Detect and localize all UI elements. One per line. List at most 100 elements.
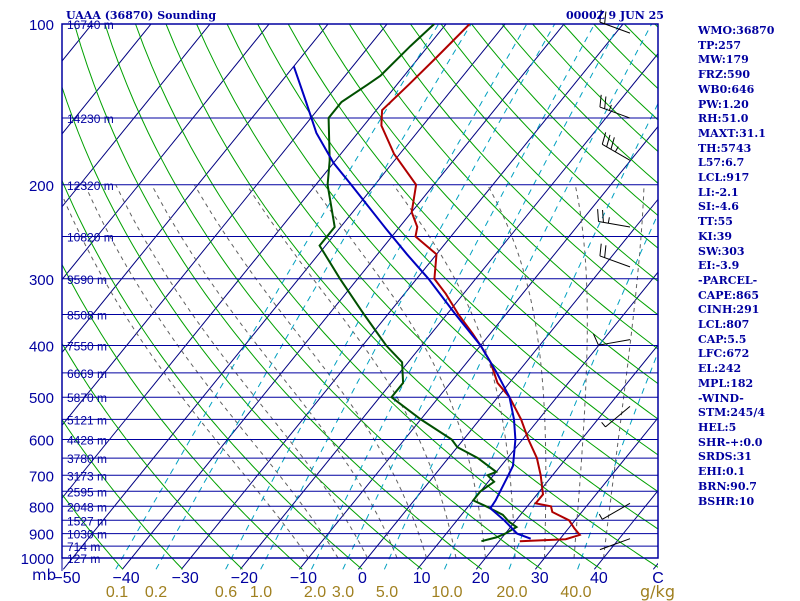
temperature-tick-label: −30: [172, 570, 199, 587]
index-line: SI:-4.6: [698, 200, 798, 215]
pressure-label: 400: [29, 339, 54, 356]
pressure-label: 200: [29, 178, 54, 195]
index-line: SRDS:31: [698, 450, 798, 465]
height-label: 10820 m: [67, 230, 114, 244]
height-label: 14230 m: [67, 112, 114, 126]
index-line: LFC:672: [698, 347, 798, 362]
height-label: 2048 m: [67, 500, 107, 514]
plot-frame: [62, 24, 658, 558]
barb-flag: [598, 209, 599, 221]
station-title: UAAA (36870) Sounding: [66, 9, 216, 22]
height-label: 7550 m: [67, 340, 107, 354]
isotherm: [0, 12, 43, 569]
pressure-label: 300: [29, 272, 54, 289]
height-label: 2595 m: [67, 485, 107, 499]
height-label: 6669 m: [67, 367, 107, 381]
pressure-label: 700: [29, 468, 54, 485]
mixing-ratio-tick-label: 0.2: [145, 584, 167, 600]
index-line: FRZ:590: [698, 68, 798, 83]
index-line: PW:1.20: [698, 98, 798, 113]
index-line: EHI:0.1: [698, 465, 798, 480]
temperature-tick-label: 0: [358, 570, 367, 587]
mixing-ratio-tick-label: 40.0: [560, 584, 591, 600]
mixing-ratio-line: [311, 24, 594, 569]
pressure-label: 100: [29, 17, 54, 34]
mixing-ratio-line: [445, 24, 699, 569]
height-label: 4428 m: [67, 434, 107, 448]
height-label: 3173 m: [67, 469, 107, 483]
mixing-ratio-tick-label: 0.6: [215, 584, 237, 600]
height-label: 9590 m: [67, 273, 107, 287]
barb-half-flag: [608, 217, 609, 223]
mixing-ratio-tick-label: 20.0: [496, 584, 527, 600]
moist-adiabat: [247, 185, 456, 558]
temperature-tick-label: 40: [590, 570, 608, 587]
isobars: [62, 24, 658, 571]
index-line: EL:242: [698, 362, 798, 377]
mixing-ratio-tick-label: 10.0: [431, 584, 462, 600]
dry-adiabat: [0, 24, 302, 569]
barb-half-flag: [602, 422, 606, 427]
index-line: LCL:917: [698, 171, 798, 186]
barb-flag: [600, 244, 601, 256]
index-line: WB0:646: [698, 83, 798, 98]
sounding-time: 0000Z 9 JUN 25: [566, 9, 664, 22]
moist-adiabat: [194, 185, 426, 558]
index-line: CAP:5.5: [698, 333, 798, 348]
mixing-ratio-unit-label: g/kg: [640, 582, 675, 601]
dewpoint-trace: [320, 24, 517, 541]
index-line: BRN:90.7: [698, 480, 798, 495]
index-line: LI:-2.1: [698, 186, 798, 201]
pressure-label: 900: [29, 527, 54, 544]
barb-half-flag: [615, 147, 618, 152]
index-line: SHR-+:0.0: [698, 436, 798, 451]
mixing-ratio-tick-label: 3.0: [332, 584, 354, 600]
height-label: 127 m: [67, 552, 100, 566]
height-label: 5870 m: [67, 391, 107, 405]
index-line: TT:55: [698, 215, 798, 230]
height-label: 8508 m: [67, 309, 107, 323]
index-line: WMO:36870: [698, 24, 798, 39]
barb-flag: [603, 210, 604, 222]
index-line: SW:303: [698, 245, 798, 260]
isotherm: [299, 12, 750, 569]
dry-adiabat: [166, 24, 661, 569]
height-label: 12320 m: [67, 179, 114, 193]
barb-flag: [605, 245, 606, 257]
barb-staff: [602, 503, 630, 519]
mixing-ratio-tick-label: 5.0: [376, 584, 398, 600]
dry-adiabat: [0, 24, 243, 569]
pressure-unit-label: mb: [32, 566, 56, 584]
index-line: EI:-3.9: [698, 259, 798, 274]
pressure-label: 500: [29, 390, 54, 407]
barb-flag: [605, 96, 606, 108]
wind-barb: [593, 334, 630, 345]
index-line: RH:51.0: [698, 112, 798, 127]
pressure-label: 600: [29, 433, 54, 450]
height-label: 3780 m: [67, 452, 107, 466]
mixing-ratio-tick-label: 2.0: [304, 584, 326, 600]
temperature-tick-label: −50: [53, 570, 80, 587]
height-label: 5121 m: [67, 413, 107, 427]
wind-barb: [599, 503, 630, 519]
index-line: HEL:5: [698, 421, 798, 436]
index-line: TP:257: [698, 39, 798, 54]
index-line: MAXT:31.1: [698, 127, 798, 142]
pressure-label: 800: [29, 499, 54, 516]
index-line: BSHR:10: [698, 495, 798, 510]
index-line: -WIND-: [698, 392, 798, 407]
index-line: MPL:182: [698, 377, 798, 392]
height-label: 1527 m: [67, 514, 107, 528]
wind-barb: [600, 539, 630, 550]
mixing-ratio-tick-label: 0.1: [106, 584, 128, 600]
barb-staff: [600, 539, 630, 550]
mixing-ratio-line: [343, 24, 619, 569]
temperature-tick-label: 10: [413, 570, 431, 587]
index-line: STM:245/4: [698, 406, 798, 421]
index-line: LCL:807: [698, 318, 798, 333]
mixing-ratio-tick-label: 1.0: [250, 584, 272, 600]
dry-adiabat: [105, 24, 542, 569]
